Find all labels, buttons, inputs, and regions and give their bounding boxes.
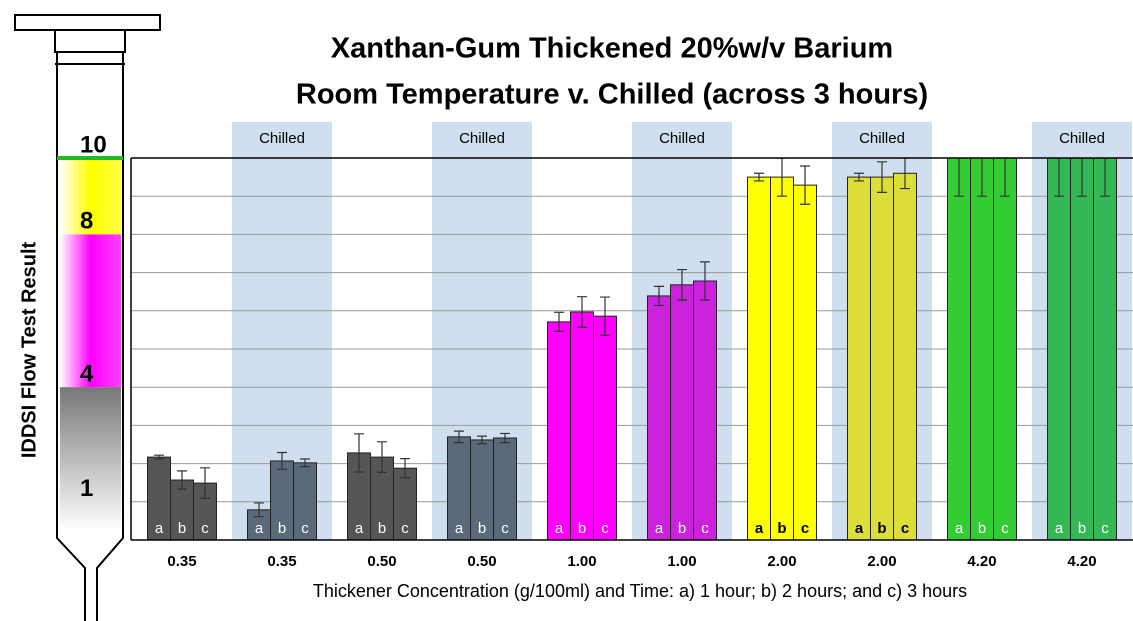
chart: 10 8 4 1 Chilled Chilled Chilled Chilled Chille… bbox=[0, 0, 1133, 621]
band-label: Chilled bbox=[859, 130, 905, 147]
bar-letter: c bbox=[201, 520, 209, 537]
bar-letter: b bbox=[278, 520, 286, 537]
bar bbox=[894, 173, 917, 540]
bar bbox=[1071, 158, 1094, 540]
chart-title: Room Temperature v. Chilled (across 3 ho… bbox=[296, 79, 928, 111]
bar bbox=[971, 158, 994, 540]
bar-letter: a bbox=[955, 520, 964, 537]
y-tick-label: 4 bbox=[80, 361, 94, 388]
bar-letter: a bbox=[155, 520, 164, 537]
x-tick-label: 0.50 bbox=[467, 553, 496, 570]
bar bbox=[948, 158, 971, 540]
bar-letter: c bbox=[601, 520, 609, 537]
bar-letter: b bbox=[978, 520, 986, 537]
bar-letter: c bbox=[801, 520, 809, 537]
band-label: Chilled bbox=[1059, 130, 1105, 147]
x-tick-label: 2.00 bbox=[767, 553, 796, 570]
bar bbox=[871, 177, 894, 540]
bar-letter: a bbox=[455, 520, 464, 537]
bar-letter: b bbox=[478, 520, 486, 537]
bar-letter: a bbox=[655, 520, 664, 537]
bar bbox=[571, 312, 594, 540]
bar-letter: c bbox=[701, 520, 709, 537]
x-tick-label: 4.20 bbox=[967, 553, 996, 570]
bar bbox=[1048, 158, 1071, 540]
band-label: Chilled bbox=[659, 130, 705, 147]
bar bbox=[848, 177, 871, 540]
level-gray bbox=[60, 387, 121, 530]
bar-letter: b bbox=[1078, 520, 1086, 537]
x-tick-label: 0.35 bbox=[267, 553, 296, 570]
bar bbox=[648, 296, 671, 540]
bar-letter: c bbox=[1101, 520, 1109, 537]
bar bbox=[794, 185, 817, 540]
bar-letter: c bbox=[401, 520, 409, 537]
bar bbox=[771, 177, 794, 540]
bar-letter: a bbox=[355, 520, 364, 537]
y-axis-label: IDDSI Flow Test Result bbox=[18, 242, 40, 459]
x-tick-label: 2.00 bbox=[867, 553, 896, 570]
x-tick-label: 0.35 bbox=[167, 553, 196, 570]
y-tick-label: 10 bbox=[80, 131, 107, 158]
bar-letter: b bbox=[678, 520, 686, 537]
bar bbox=[671, 285, 694, 540]
y-tick-label: 8 bbox=[80, 208, 93, 235]
band-label: Chilled bbox=[459, 130, 505, 147]
bar-letter: b bbox=[777, 520, 786, 537]
bar-letter: c bbox=[1001, 520, 1009, 537]
bar-letter: c bbox=[301, 520, 309, 537]
x-axis-label: Thickener Concentration (g/100ml) and Ti… bbox=[313, 581, 967, 601]
bar-letter: a bbox=[1055, 520, 1064, 537]
bar-letter: a bbox=[555, 520, 564, 537]
level-strip: 10 8 4 1 bbox=[57, 131, 123, 530]
bar bbox=[694, 281, 717, 540]
bar bbox=[994, 158, 1017, 540]
chart-title: Xanthan-Gum Thickened 20%w/v Barium bbox=[331, 33, 893, 65]
x-tick-label: 1.00 bbox=[667, 553, 696, 570]
bar-letter: a bbox=[255, 520, 264, 537]
bar bbox=[748, 177, 771, 540]
bar bbox=[594, 316, 617, 540]
bar-letter: c bbox=[901, 520, 909, 537]
x-tick-label: 4.20 bbox=[1067, 553, 1096, 570]
bar-letter: b bbox=[877, 520, 886, 537]
bar-letter: b bbox=[178, 520, 186, 537]
bar-letter: a bbox=[755, 520, 764, 537]
bar-letter: a bbox=[855, 520, 864, 537]
y-tick-label: 1 bbox=[80, 475, 93, 502]
bar bbox=[1094, 158, 1117, 540]
band-label: Chilled bbox=[259, 130, 305, 147]
x-tick-label: 1.00 bbox=[567, 553, 596, 570]
bar-letter: c bbox=[501, 520, 509, 537]
bar-letter: b bbox=[578, 520, 586, 537]
bar-letter: b bbox=[378, 520, 386, 537]
x-tick-label: 0.50 bbox=[367, 553, 396, 570]
bar bbox=[548, 322, 571, 540]
